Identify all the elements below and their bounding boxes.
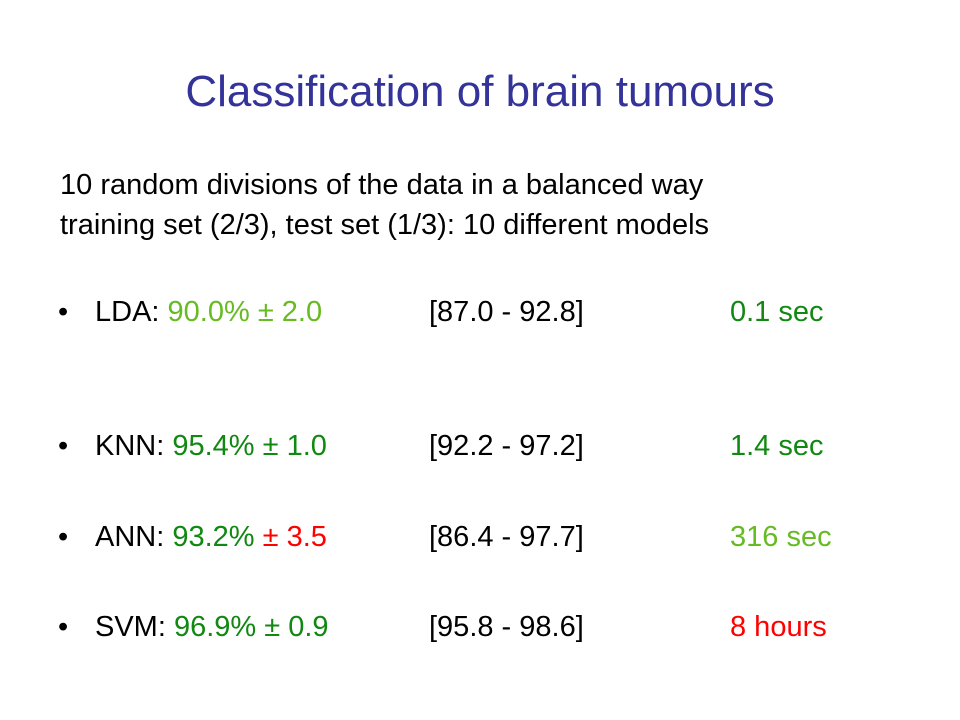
plus-minus-sign: ±	[255, 430, 287, 462]
intro-line: training set (2/3), test set (1/3): 10 d…	[60, 205, 709, 245]
bullet-svm: • SVM: 96.9% ± 0.9 [95.8 - 98.6] 8 hours	[58, 607, 938, 647]
plus-minus-sign: ±	[256, 611, 288, 643]
plus-minus-sign: ±	[250, 296, 282, 328]
intro-text: 10 random divisions of the data in a bal…	[60, 165, 709, 245]
intro-line: 10 random divisions of the data in a bal…	[60, 165, 709, 205]
accuracy-value: 96.9%	[174, 611, 256, 643]
bullet-lda: • LDA: 90.0% ± 2.0 [87.0 - 92.8] 0.1 sec	[58, 292, 938, 332]
method-result: LDA: 90.0% ± 2.0	[95, 292, 322, 332]
accuracy-value: 90.0%	[168, 296, 250, 328]
range-value: [87.0 - 92.8]	[429, 292, 584, 332]
method-result: KNN: 95.4% ± 1.0	[95, 426, 327, 466]
slide-title: Classification of brain tumours	[0, 62, 960, 122]
bullet-dot: •	[58, 607, 82, 647]
time-value: 0.1 sec	[730, 292, 824, 332]
time-value: 1.4 sec	[730, 426, 824, 466]
std-value: 2.0	[282, 296, 322, 328]
method-label: KNN:	[95, 430, 172, 462]
method-result: SVM: 96.9% ± 0.9	[95, 607, 329, 647]
method-label: LDA:	[95, 296, 168, 328]
bullet-dot: •	[58, 517, 82, 557]
method-result: ANN: 93.2% ± 3.5	[95, 517, 327, 557]
bullet-ann: • ANN: 93.2% ± 3.5 [86.4 - 97.7] 316 sec	[58, 517, 938, 557]
time-value: 316 sec	[730, 517, 832, 557]
accuracy-value: 93.2%	[172, 521, 254, 553]
bullet-dot: •	[58, 292, 82, 332]
accuracy-value: 95.4%	[172, 430, 254, 462]
std-value: 0.9	[288, 611, 328, 643]
range-value: [95.8 - 98.6]	[429, 607, 584, 647]
method-label: SVM:	[95, 611, 174, 643]
bullet-knn: • KNN: 95.4% ± 1.0 [92.2 - 97.2] 1.4 sec	[58, 426, 938, 466]
range-value: [86.4 - 97.7]	[429, 517, 584, 557]
std-value: 1.0	[287, 430, 327, 462]
range-value: [92.2 - 97.2]	[429, 426, 584, 466]
time-value: 8 hours	[730, 607, 827, 647]
bullet-dot: •	[58, 426, 82, 466]
method-label: ANN:	[95, 521, 172, 553]
plus-minus-sign: ±	[255, 521, 287, 553]
std-value: 3.5	[287, 521, 327, 553]
